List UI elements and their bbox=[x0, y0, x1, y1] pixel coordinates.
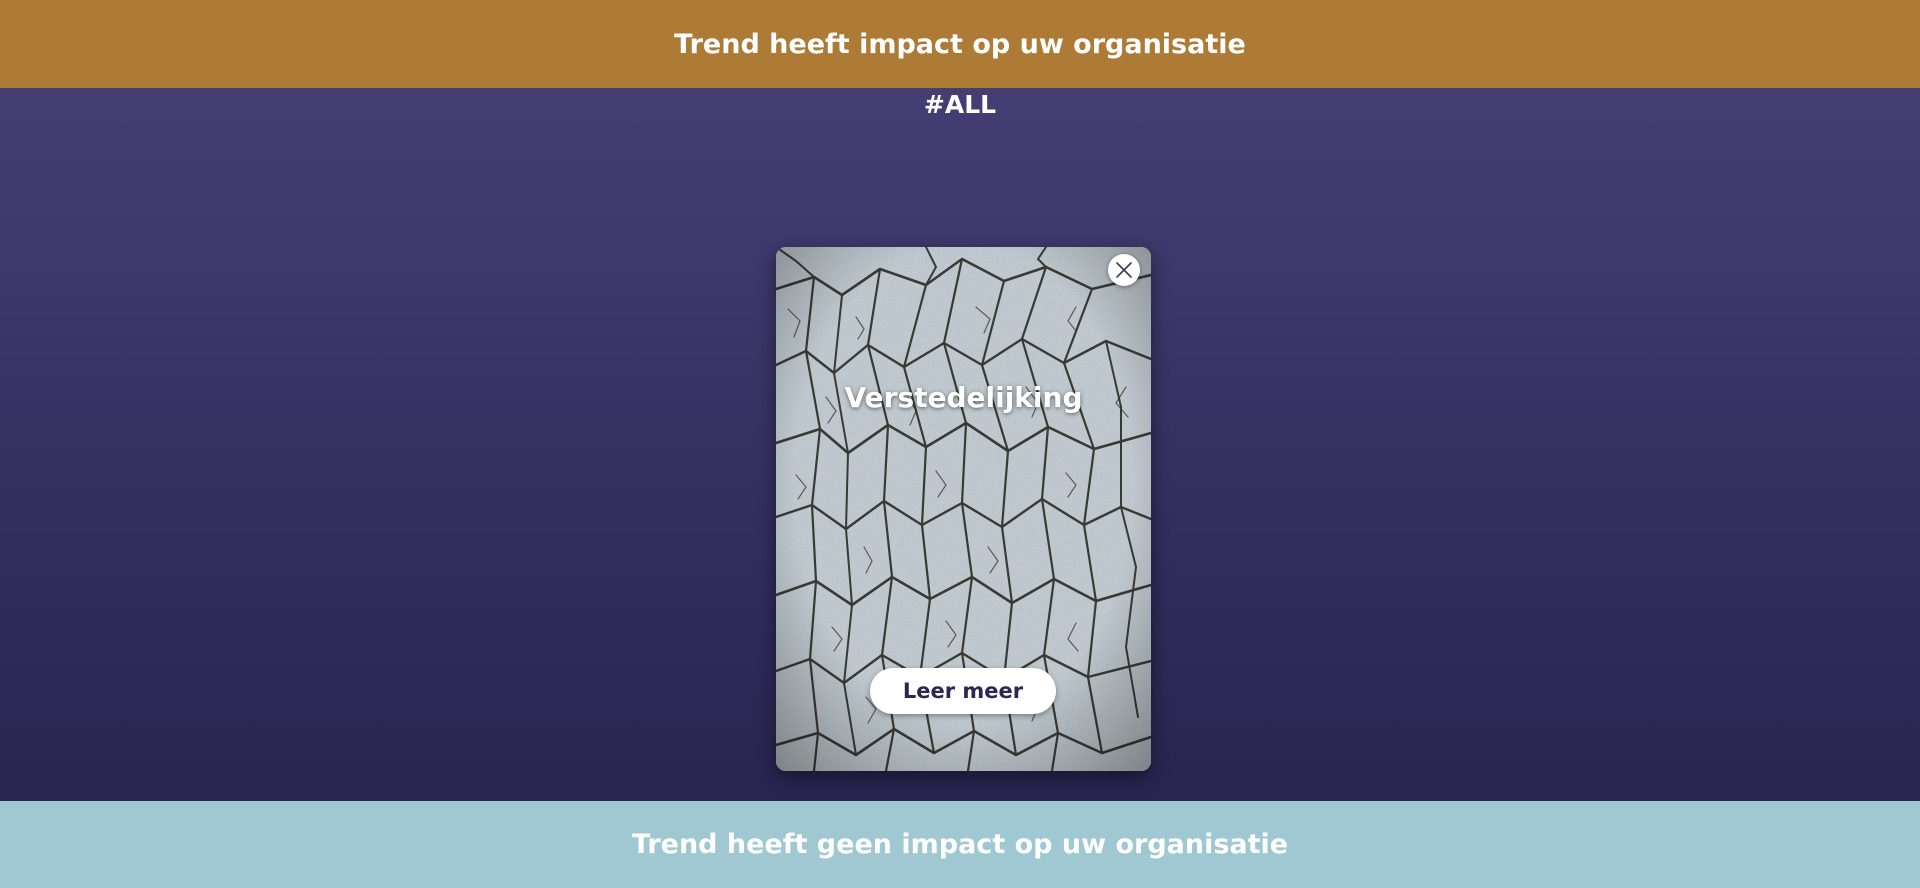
close-button[interactable] bbox=[1108, 254, 1140, 286]
close-icon bbox=[1116, 262, 1132, 278]
card-title: Verstedelijking bbox=[844, 381, 1083, 414]
learn-more-label: Leer meer bbox=[902, 679, 1024, 703]
no-impact-drop-zone-label: Trend heeft geen impact op uw organisati… bbox=[631, 829, 1289, 860]
impact-drop-zone-label: Trend heeft impact op uw organisatie bbox=[674, 28, 1246, 60]
impact-drop-zone[interactable]: Trend heeft impact op uw organisatie bbox=[0, 0, 1920, 88]
learn-more-button[interactable]: Leer meer bbox=[870, 668, 1056, 714]
trend-card[interactable]: Verstedelijking Leer meer bbox=[776, 247, 1151, 771]
no-impact-drop-zone[interactable]: Trend heeft geen impact op uw organisati… bbox=[0, 801, 1920, 888]
filter-tag: #ALL bbox=[923, 90, 997, 119]
